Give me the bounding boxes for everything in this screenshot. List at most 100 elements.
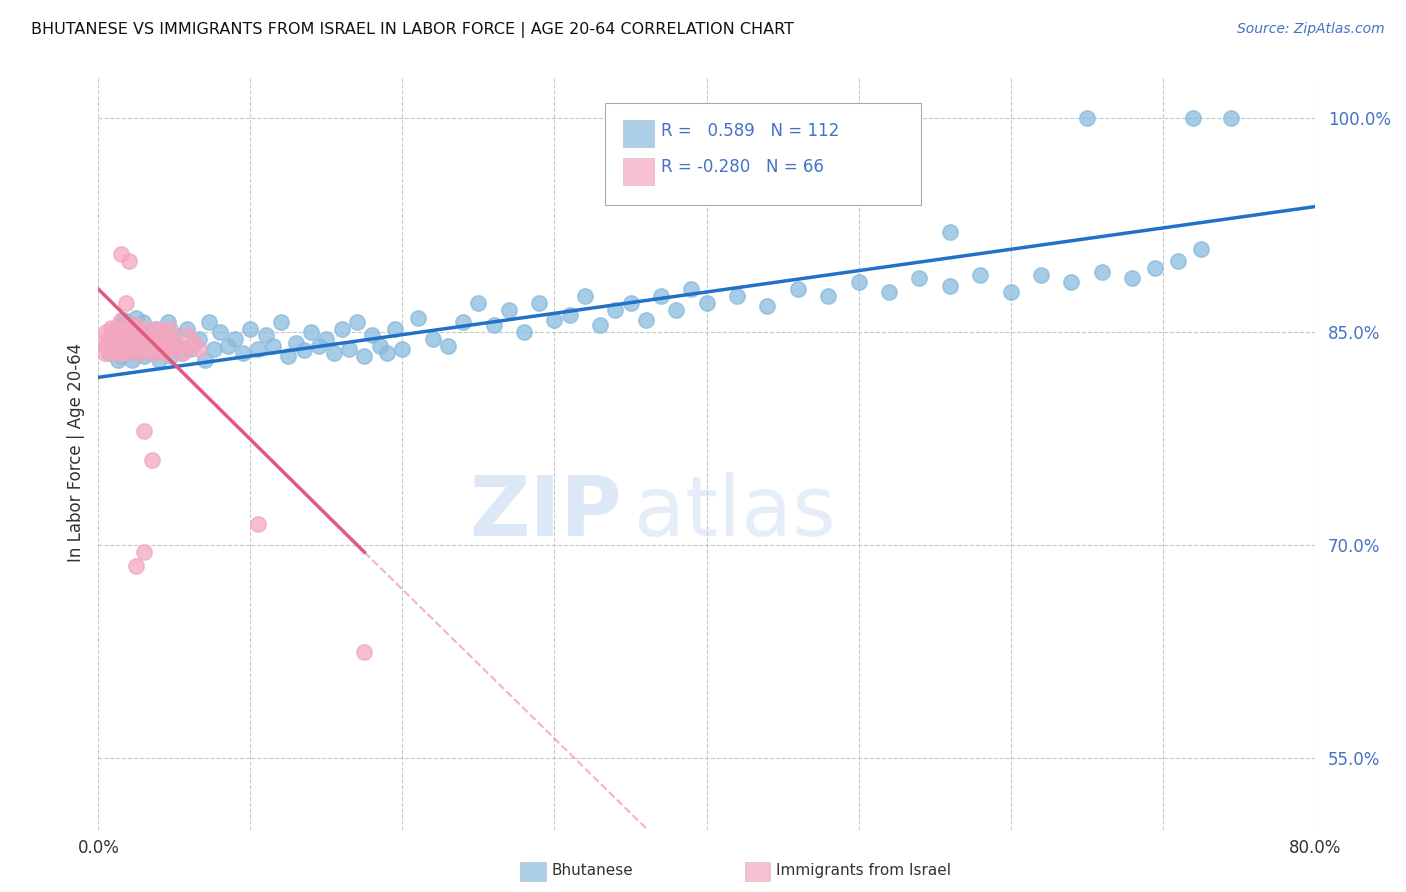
Point xyxy=(108,327,131,342)
Point xyxy=(138,325,160,339)
Point xyxy=(105,342,128,356)
Text: BHUTANESE VS IMMIGRANTS FROM ISRAEL IN LABOR FORCE | AGE 20-64 CORRELATION CHART: BHUTANESE VS IMMIGRANTS FROM ISRAEL IN L… xyxy=(31,22,794,38)
Point xyxy=(128,327,150,342)
Point xyxy=(122,322,145,336)
Point xyxy=(1000,285,1022,299)
Point xyxy=(681,282,703,296)
Point xyxy=(589,318,612,332)
Point xyxy=(969,268,991,282)
Point xyxy=(368,339,391,353)
Point xyxy=(96,342,118,356)
Point xyxy=(103,342,125,356)
Point xyxy=(482,318,505,332)
Point xyxy=(118,343,141,358)
Point xyxy=(877,285,900,299)
Point xyxy=(149,334,172,349)
Point xyxy=(139,339,162,353)
Point xyxy=(159,322,181,336)
Point xyxy=(110,246,132,260)
Point xyxy=(132,425,155,439)
Point xyxy=(187,332,209,346)
Point xyxy=(136,343,159,358)
Text: atlas: atlas xyxy=(634,473,835,554)
Point xyxy=(650,289,672,303)
Point xyxy=(179,342,201,356)
Point xyxy=(353,645,375,659)
Point xyxy=(145,339,167,353)
Point xyxy=(141,452,163,467)
Point xyxy=(170,346,193,360)
Point xyxy=(108,318,131,332)
Point xyxy=(170,346,193,360)
Point xyxy=(498,303,520,318)
Point xyxy=(129,339,152,353)
Point xyxy=(114,346,136,360)
Point xyxy=(166,339,188,353)
Point xyxy=(346,315,368,329)
Point xyxy=(558,308,581,322)
Point xyxy=(128,346,150,360)
Point xyxy=(132,545,155,559)
Text: Immigrants from Israel: Immigrants from Israel xyxy=(776,863,950,878)
Point xyxy=(337,342,360,356)
Point xyxy=(467,296,489,310)
Point xyxy=(110,313,132,327)
Point xyxy=(160,342,183,356)
Point xyxy=(163,334,186,349)
Point xyxy=(94,339,117,353)
Point xyxy=(270,315,292,329)
Point xyxy=(132,349,155,363)
Point xyxy=(183,334,205,349)
Point xyxy=(299,325,322,339)
Point xyxy=(939,225,962,239)
Y-axis label: In Labor Force | Age 20-64: In Labor Force | Age 20-64 xyxy=(66,343,84,562)
Point xyxy=(406,310,429,325)
Point xyxy=(1121,270,1143,285)
Point xyxy=(353,349,375,363)
Point xyxy=(120,339,142,353)
Point xyxy=(110,349,132,363)
Point xyxy=(202,342,225,356)
Point xyxy=(756,299,779,313)
Point xyxy=(135,342,157,356)
Point xyxy=(141,332,163,346)
Point xyxy=(110,346,132,360)
Point xyxy=(110,327,132,342)
Point xyxy=(330,322,353,336)
Point xyxy=(166,339,188,353)
Point xyxy=(574,289,596,303)
Point xyxy=(1076,112,1098,126)
Point xyxy=(135,336,157,351)
Point xyxy=(277,349,299,363)
Point xyxy=(121,339,143,353)
Point xyxy=(1060,275,1083,289)
Point xyxy=(1143,260,1166,275)
Point xyxy=(176,322,198,336)
Point xyxy=(1091,265,1114,279)
Point xyxy=(163,327,186,342)
Point xyxy=(120,332,142,346)
Text: R =   0.589   N = 112: R = 0.589 N = 112 xyxy=(661,122,839,140)
Point xyxy=(107,334,129,349)
Point xyxy=(125,318,148,332)
Point xyxy=(117,325,139,339)
Point xyxy=(157,339,180,353)
Point xyxy=(422,332,444,346)
Point xyxy=(103,329,125,343)
Point xyxy=(136,322,159,336)
Text: R = -0.280   N = 66: R = -0.280 N = 66 xyxy=(661,158,824,176)
Point xyxy=(247,516,270,531)
Point xyxy=(239,322,262,336)
Point xyxy=(157,315,180,329)
Point xyxy=(148,353,170,368)
Point xyxy=(114,346,136,360)
Point xyxy=(150,332,173,346)
Point xyxy=(262,339,284,353)
Point xyxy=(104,322,127,336)
Point xyxy=(217,339,239,353)
Point xyxy=(696,296,718,310)
Point xyxy=(148,342,170,356)
Point xyxy=(254,327,277,342)
Point xyxy=(308,339,330,353)
Point xyxy=(725,289,748,303)
